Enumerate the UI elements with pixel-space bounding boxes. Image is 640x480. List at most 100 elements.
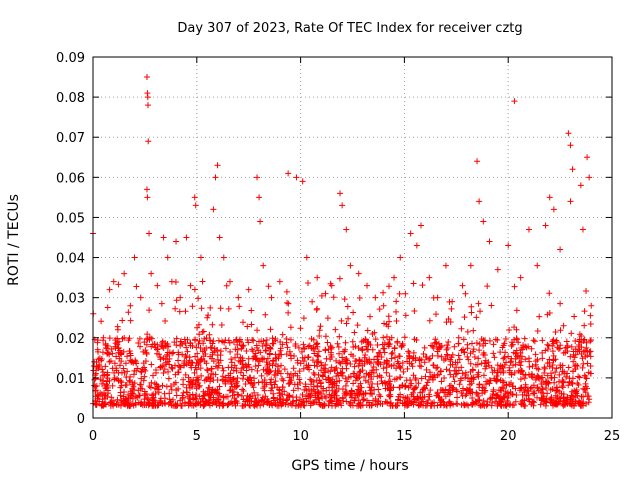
roti-point — [219, 377, 226, 384]
roti-point — [157, 364, 164, 371]
roti-point — [582, 347, 589, 354]
roti-point — [369, 391, 376, 398]
roti-point — [214, 389, 221, 396]
roti-point — [418, 222, 425, 229]
data-points — [90, 74, 595, 409]
roti-point — [322, 290, 329, 297]
roti-point — [469, 389, 476, 396]
roti-point — [579, 226, 586, 233]
roti-point — [166, 355, 173, 362]
roti-point — [173, 392, 180, 399]
roti-point — [103, 378, 110, 385]
roti-point — [462, 371, 469, 378]
roti-point — [229, 376, 236, 383]
roti-point — [546, 396, 553, 403]
roti-point — [331, 390, 338, 397]
roti-point — [445, 399, 452, 406]
x-tick-label: 0 — [89, 429, 97, 444]
roti-point — [406, 354, 413, 361]
roti-point — [169, 365, 176, 372]
roti-point — [525, 226, 532, 233]
roti-point — [201, 392, 208, 399]
roti-point — [327, 368, 334, 375]
roti-point — [581, 322, 588, 329]
roti-point — [214, 376, 221, 383]
roti-point — [464, 341, 471, 348]
roti-point — [290, 365, 297, 372]
roti-point — [411, 308, 418, 315]
roti-point — [179, 341, 186, 348]
roti-point — [283, 288, 290, 295]
roti-point — [213, 402, 220, 409]
roti-point — [96, 398, 103, 405]
roti-point — [403, 377, 410, 384]
roti-point — [477, 402, 484, 409]
roti-point — [303, 362, 310, 369]
roti-point — [192, 336, 199, 343]
roti-point — [114, 323, 121, 330]
roti-point — [538, 381, 545, 388]
roti-point — [177, 397, 184, 404]
roti-point — [305, 398, 312, 405]
roti-point — [231, 395, 238, 402]
roti-point — [541, 370, 548, 377]
roti-point — [178, 402, 185, 409]
roti-point — [500, 369, 507, 376]
roti-point — [113, 353, 120, 360]
roti-point — [332, 366, 339, 373]
roti-point — [402, 290, 409, 297]
roti-point — [294, 359, 301, 366]
roti-point — [230, 339, 237, 346]
roti-point — [133, 283, 140, 290]
roti-point — [481, 389, 488, 396]
roti-point — [106, 351, 113, 358]
roti-point — [301, 386, 308, 393]
roti-point — [484, 283, 491, 290]
roti-point — [469, 394, 476, 401]
roti-point — [562, 349, 569, 356]
roti-point — [381, 320, 388, 327]
roti-point — [408, 380, 415, 387]
roti-point — [421, 344, 428, 351]
roti-point — [220, 367, 227, 374]
roti-point — [176, 364, 183, 371]
roti-point — [99, 396, 106, 403]
roti-point — [149, 372, 156, 379]
roti-point — [238, 345, 245, 352]
roti-point — [322, 333, 329, 340]
roti-point — [476, 347, 483, 354]
roti-point — [191, 286, 198, 293]
roti-point — [464, 353, 471, 360]
roti-point — [286, 393, 293, 400]
roti-point — [235, 391, 242, 398]
roti-point — [432, 336, 439, 343]
roti-point — [508, 379, 515, 386]
roti-point — [223, 393, 230, 400]
roti-point — [393, 375, 400, 382]
roti-point — [214, 162, 221, 169]
roti-point — [433, 341, 440, 348]
roti-point — [259, 343, 266, 350]
roti-point — [530, 390, 537, 397]
roti-point — [476, 381, 483, 388]
roti-point — [442, 393, 449, 400]
roti-point — [236, 303, 243, 310]
roti-point — [310, 336, 317, 343]
roti-point — [564, 370, 571, 377]
roti-point — [549, 361, 556, 368]
roti-point — [124, 353, 131, 360]
roti-point — [114, 396, 121, 403]
roti-point — [355, 345, 362, 352]
roti-point — [216, 383, 223, 390]
roti-point — [451, 367, 458, 374]
roti-point — [240, 396, 247, 403]
roti-point — [552, 329, 559, 336]
roti-point — [303, 254, 310, 261]
roti-point — [402, 383, 409, 390]
roti-point — [244, 323, 251, 330]
roti-point — [470, 327, 477, 334]
roti-point — [458, 364, 465, 371]
roti-point — [436, 344, 443, 351]
roti-point — [580, 385, 587, 392]
roti-point — [356, 401, 363, 408]
